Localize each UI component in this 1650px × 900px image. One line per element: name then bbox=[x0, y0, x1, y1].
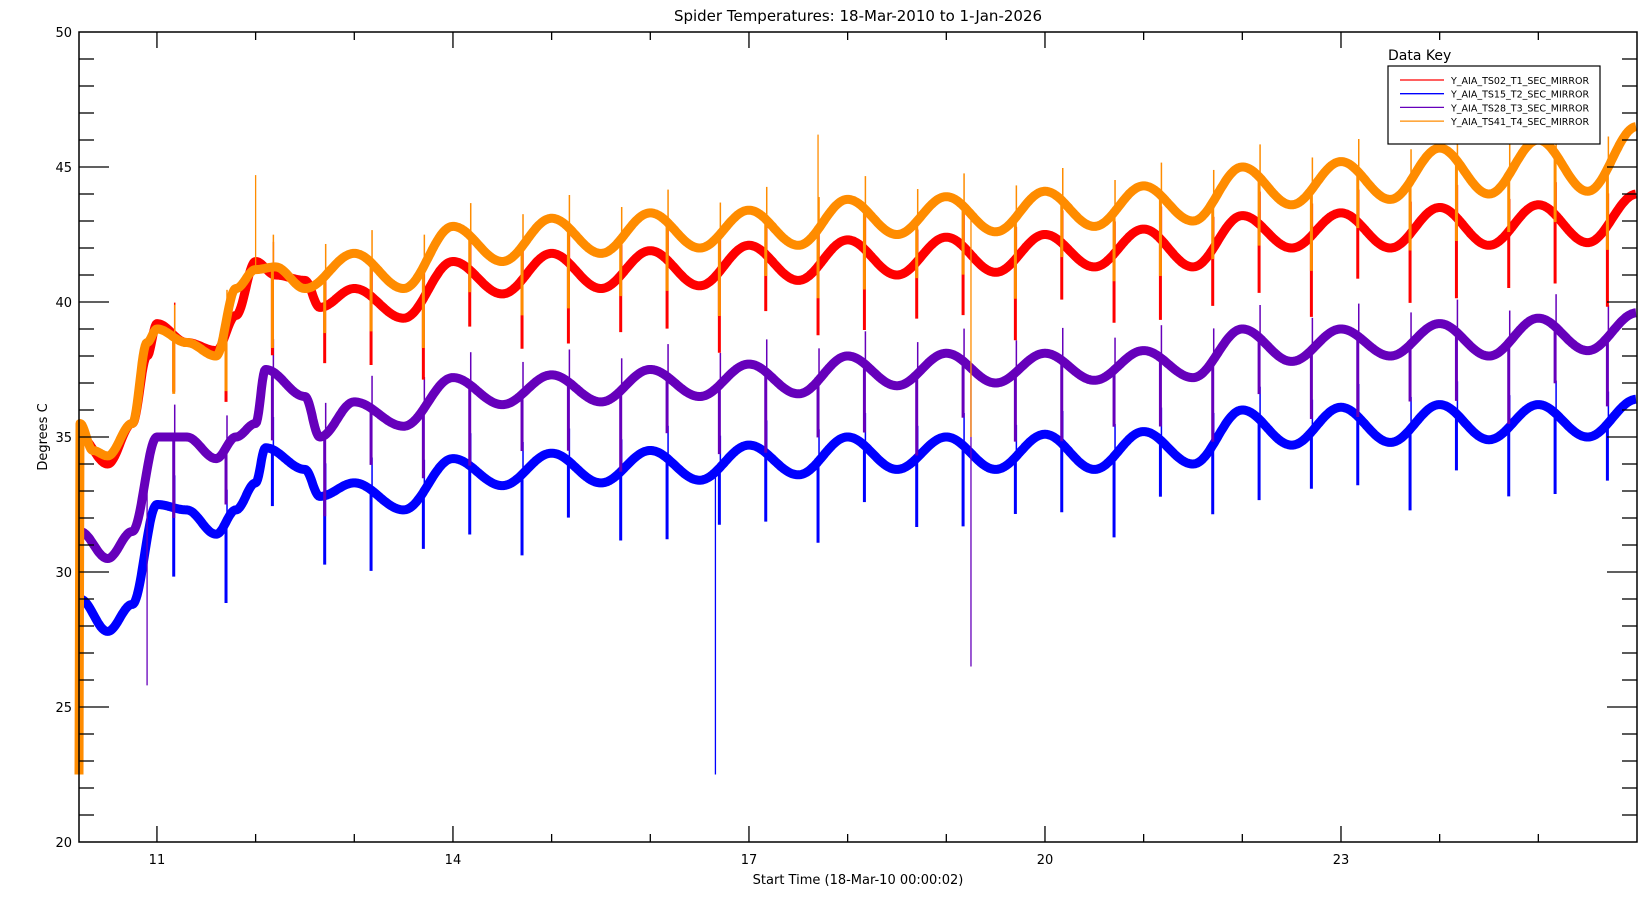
x-tick-label: 17 bbox=[741, 853, 758, 868]
y-axis-title: Degrees C bbox=[36, 403, 51, 470]
series-line bbox=[74, 122, 1640, 775]
axes-layer: 11 14 17 20 23 20 25 30 35 40 45 50 bbox=[55, 26, 1637, 868]
legend-label: Y_AIA_TS02_T1_SEC_MIRROR bbox=[1450, 76, 1589, 87]
y-tick-label: 40 bbox=[55, 296, 72, 311]
legend-label: Y_AIA_TS15_T2_SEC_MIRROR bbox=[1450, 90, 1589, 101]
x-tick-label: 11 bbox=[149, 853, 166, 868]
y-tick-label: 50 bbox=[55, 26, 72, 41]
x-axis-title: Start Time (18-Mar-10 00:00:02) bbox=[753, 873, 964, 888]
legend-label: Y_AIA_TS28_T3_SEC_MIRROR bbox=[1450, 103, 1589, 114]
series-line bbox=[76, 189, 1640, 469]
series-4 bbox=[74, 120, 1640, 775]
x-tick-label: 20 bbox=[1037, 853, 1054, 868]
series-2 bbox=[76, 380, 1640, 775]
series-line bbox=[76, 394, 1640, 636]
y-tick-label: 20 bbox=[55, 836, 72, 851]
series-line bbox=[76, 308, 1640, 563]
chart-title: Spider Temperatures: 18-Mar-2010 to 1-Ja… bbox=[674, 7, 1042, 25]
legend-title: Data Key bbox=[1388, 48, 1451, 64]
x-tick-label: 23 bbox=[1333, 853, 1350, 868]
y-tick-label: 35 bbox=[55, 431, 72, 446]
y-tick-label: 25 bbox=[55, 701, 72, 716]
legend: Data Key Y_AIA_TS02_T1_SEC_MIRROR Y_AIA_T… bbox=[1387, 48, 1601, 145]
x-tick-label: 14 bbox=[445, 853, 462, 868]
legend-box bbox=[1387, 65, 1601, 145]
legend-label: Y_AIA_TS41_T4_SEC_MIRROR bbox=[1450, 117, 1589, 128]
series-layer bbox=[74, 120, 1640, 775]
y-tick-label: 30 bbox=[55, 566, 72, 581]
y-tick-label: 45 bbox=[55, 161, 72, 176]
